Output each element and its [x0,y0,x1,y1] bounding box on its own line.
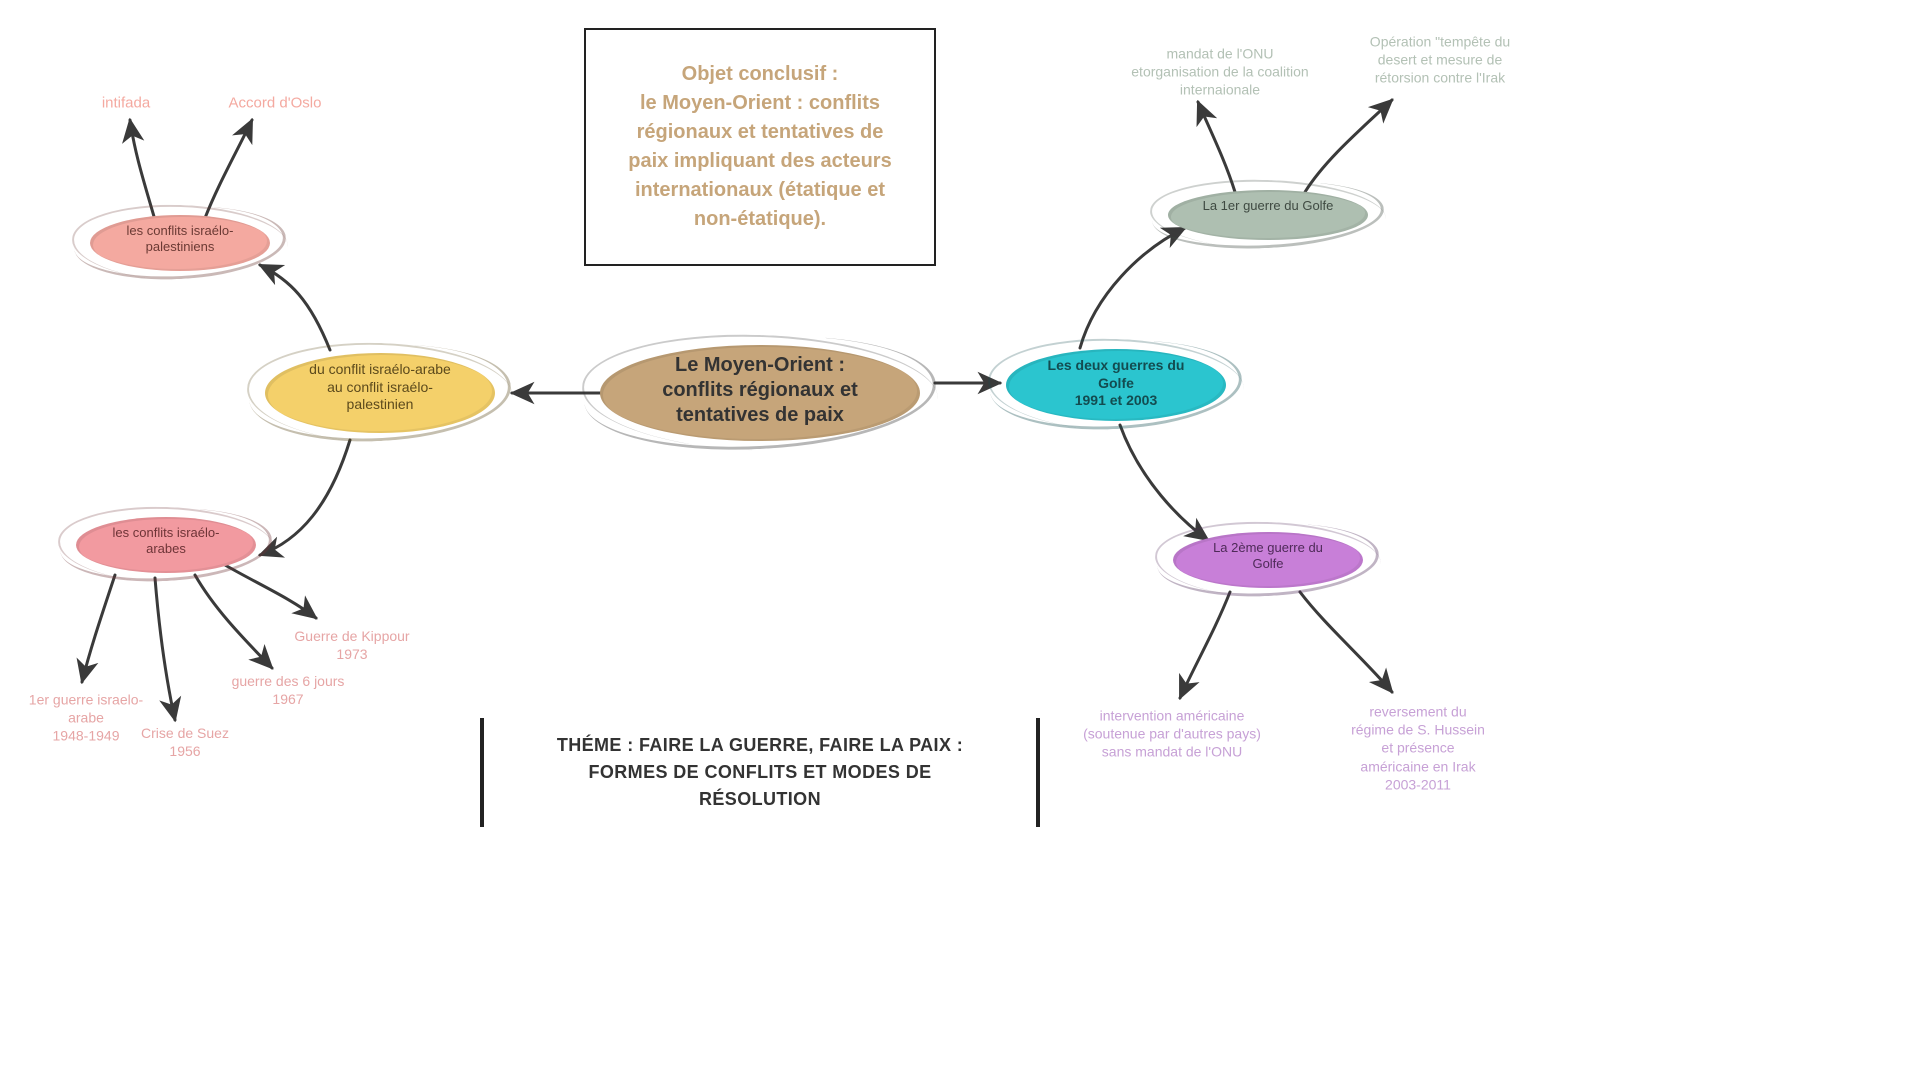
node-sage: La 1er guerre du Golfe [1168,190,1368,240]
arrows-layer [0,0,1919,1080]
node-purple: La 2ème guerre duGolfe [1173,532,1363,588]
node-sage-label: La 1er guerre du Golfe [1168,190,1368,240]
node-teal: Les deux guerres duGolfe1991 et 2003 [1006,349,1226,421]
leaf-suez: Crise de Suez1956 [141,724,229,760]
node-purple-label: La 2ème guerre duGolfe [1173,532,1363,588]
leaf-war4849: 1er guerre israelo-arabe1948-1949 [29,691,143,746]
node-pink: les conflits israélo-arabes [76,517,256,573]
leaf-onu: mandat de l'ONUetorganisation de la coal… [1131,45,1308,100]
leaf-hussein: reversement durégime de S. Husseinet pré… [1351,703,1485,794]
leaf-intifada: intifada [102,93,150,113]
theme-text: THÉME : FAIRE LA GUERRE, FAIRE LA PAIX :… [557,735,963,809]
node-coral-label: les conflits israélo-palestiniens [90,215,270,271]
title-line-1: Objet conclusif : [624,60,896,89]
leaf-interven: intervention américaine(soutenue par d'a… [1083,707,1261,762]
node-center-label: Le Moyen-Orient :conflits régionaux ette… [600,345,920,441]
leaf-tempete: Opération "tempête dudesert et mesure de… [1370,33,1510,88]
node-pink-label: les conflits israélo-arabes [76,517,256,573]
title-box: Objet conclusif : le Moyen-Orient : conf… [584,28,936,266]
node-yellow-label: du conflit israélo-arabeau conflit israé… [265,353,495,433]
node-coral: les conflits israélo-palestiniens [90,215,270,271]
leaf-sixdays: guerre des 6 jours1967 [232,672,345,708]
leaf-oslo: Accord d'Oslo [229,93,322,113]
title-line-2: le Moyen-Orient : conflits régionaux et … [624,89,896,234]
node-teal-label: Les deux guerres duGolfe1991 et 2003 [1006,349,1226,421]
node-center: Le Moyen-Orient :conflits régionaux ette… [600,345,920,441]
mindmap-stage: Objet conclusif : le Moyen-Orient : conf… [0,0,1919,1080]
node-yellow: du conflit israélo-arabeau conflit israé… [265,353,495,433]
theme-bar: THÉME : FAIRE LA GUERRE, FAIRE LA PAIX :… [480,718,1040,827]
leaf-kippour: Guerre de Kippour1973 [294,627,409,663]
